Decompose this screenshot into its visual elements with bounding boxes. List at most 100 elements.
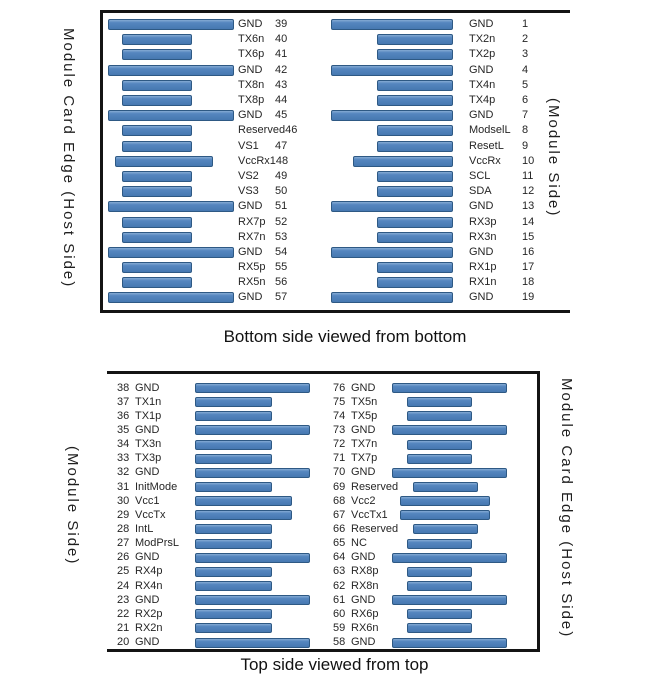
pin-pad	[122, 125, 192, 137]
pin-number: 76	[333, 381, 346, 394]
bottom-left-pin-column: 38 GND 37 TX1n 36 TX1p 35 GND 34 TX3n 33	[117, 381, 327, 650]
pad-cell	[195, 538, 313, 549]
pin-name: Reserved	[351, 522, 399, 535]
pin-row: 68 Vcc2	[333, 494, 543, 508]
pin-row: GND 51	[108, 199, 313, 214]
pad-cell	[329, 49, 453, 61]
pin-number: 25	[117, 565, 130, 578]
pin-row: RX7p 52	[108, 214, 313, 229]
bottom-right-pin-column: 76 GND 75 TX5n 74 TX5p 73 GND 72 TX7n 71	[333, 381, 543, 650]
pin-number: 34	[117, 438, 130, 451]
pin-row: TX4p 6	[329, 93, 544, 108]
pin-row: RX1n 18	[329, 275, 544, 290]
pad-cell	[195, 439, 313, 450]
pin-row: 76 GND	[333, 381, 543, 395]
pin-number: 69	[333, 480, 346, 493]
pin-name: TX4p	[469, 94, 496, 107]
pin-name: TX7n	[351, 438, 378, 451]
pad-cell	[329, 125, 453, 137]
pin-pad	[392, 595, 507, 606]
pad-cell	[329, 95, 453, 107]
pin-pad	[195, 524, 272, 535]
pin-pad	[195, 383, 310, 394]
pin-pad	[195, 637, 310, 648]
pin-number: 59	[333, 621, 346, 634]
pin-name: RX8p	[351, 565, 379, 578]
pin-pad	[377, 34, 453, 46]
pin-row: 71 TX7p	[333, 452, 543, 466]
pin-row: 25 RX4p	[117, 565, 327, 579]
pin-number: 23	[117, 593, 130, 606]
pin-pad	[122, 140, 192, 152]
pad-cell	[392, 552, 510, 563]
pin-number: 52	[275, 215, 288, 228]
pin-row: 22 RX2p	[117, 607, 327, 621]
pin-row: GND 13	[329, 199, 544, 214]
top-diagram-caption: Bottom side viewed from bottom	[223, 327, 467, 346]
pin-pad	[122, 170, 192, 182]
pin-name: GND	[238, 63, 263, 76]
pin-name: TX1n	[135, 395, 162, 408]
pad-cell	[108, 19, 236, 31]
pin-number: 71	[333, 452, 346, 465]
pin-pad	[108, 292, 234, 304]
pin-number: 72	[333, 438, 346, 451]
pin-row: RX1p 17	[329, 260, 544, 275]
pin-pad	[115, 155, 213, 167]
pad-cell	[108, 95, 236, 107]
pin-name: RX7p	[238, 215, 266, 228]
pin-number: 74	[333, 409, 346, 422]
pin-name: Vcc2	[351, 494, 376, 507]
pin-number: 19	[522, 291, 535, 304]
pin-pad	[377, 186, 453, 198]
pin-number: 38	[117, 381, 130, 394]
pad-cell	[108, 110, 236, 122]
pin-name: RX2p	[135, 607, 163, 620]
pin-row: 63 RX8p	[333, 565, 543, 579]
pin-row: GND 45	[108, 108, 313, 123]
pin-name: VccTx1	[351, 508, 388, 521]
pin-pad	[122, 95, 192, 107]
pin-row: TX6p 41	[108, 47, 313, 62]
pin-name: GND	[238, 109, 263, 122]
pin-pad	[392, 637, 507, 648]
pin-row: 31 InitMode	[117, 480, 327, 494]
pin-number: 40	[275, 33, 288, 46]
pad-cell	[329, 140, 453, 152]
pin-name: GND	[351, 593, 376, 606]
pin-name: GND	[351, 466, 376, 479]
pin-number: 26	[117, 551, 130, 564]
pin-row: RX3n 15	[329, 230, 544, 245]
pin-name: IntL	[135, 522, 154, 535]
pad-cell	[329, 19, 453, 31]
pin-name: GND	[351, 636, 376, 649]
pin-name: InitMode	[135, 480, 178, 493]
pin-name: RX6p	[351, 607, 379, 620]
pin-pad	[122, 79, 192, 91]
pin-row: GND 42	[108, 63, 313, 78]
pin-row: 61 GND	[333, 593, 543, 607]
pin-name: TX8n	[238, 78, 265, 91]
pin-number: 75	[333, 395, 346, 408]
pin-pad	[392, 425, 507, 436]
pin-name: GND	[135, 466, 160, 479]
pin-pad	[122, 216, 192, 228]
pad-cell	[329, 216, 453, 228]
pin-pad	[413, 524, 479, 535]
pin-name: GND	[469, 245, 494, 258]
pin-pad	[195, 595, 310, 606]
pin-name: VccRx	[469, 154, 501, 167]
pin-name: VccTx	[135, 508, 166, 521]
pin-number: 48	[275, 154, 289, 167]
pin-row: SCL 11	[329, 169, 544, 184]
pin-number: 53	[275, 230, 288, 243]
pin-number: 32	[117, 466, 130, 479]
pin-name: TX5n	[351, 395, 378, 408]
pin-row: 66 Reserved	[333, 522, 543, 536]
pin-pad	[407, 453, 472, 464]
pin-row: 34 TX3n	[117, 438, 327, 452]
pin-number: 37	[117, 395, 130, 408]
pin-pad	[407, 411, 472, 422]
pin-name: GND	[351, 551, 376, 564]
